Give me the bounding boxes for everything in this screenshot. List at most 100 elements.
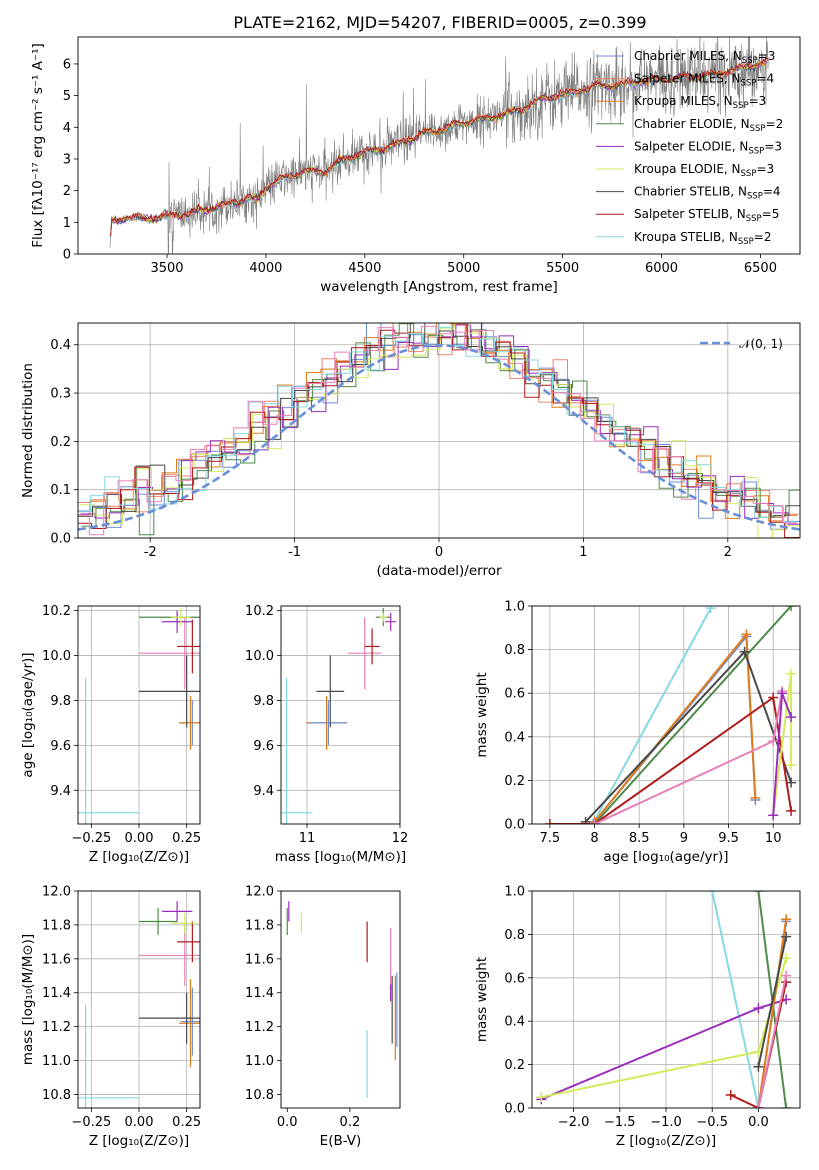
x-axis-label: mass [log₁₀(M/M⊙)] [275,849,406,865]
x-axis-label: Z [log₁₀(Z/Z⊙)] [89,849,189,865]
marker-kroupa_stelib [587,819,598,824]
series-pink [757,975,788,1108]
legend-label: Salpeter ELODIE, NSSP=3 [634,139,782,156]
point-salpeter_elodie [161,610,193,633]
x-tick-label: 2 [724,545,732,560]
panels: 3500 4000 4500 5000 5500 6000 65000123456wavel… [20,36,801,1149]
marker-kroupa_elodie [781,953,792,964]
y-tick-label: 0.2 [50,435,71,450]
gaussian-curve [78,343,800,531]
y-tick-label: 0.6 [504,971,525,986]
x-tick-label: 7.5 [540,831,561,846]
y-tick-label: 4 [63,121,71,136]
y-axis-label: mass weight [474,672,490,757]
x-axis-label: (data-model)/error [376,563,502,579]
x-tick-label: −2.0 [558,1115,590,1130]
axes-frame [531,605,801,825]
axes-frame [77,36,801,255]
y-tick-label: 11.0 [245,1054,274,1069]
y-tick-label: 0.0 [504,1102,525,1117]
series-salpeter_elodie [540,998,787,1101]
hist-chabrier_elodie [81,323,800,536]
y-tick-label: 10.0 [42,649,71,664]
x-axis-label: age [log₁₀(age/yr)] [603,849,728,865]
y-tick-label: 1.0 [504,600,525,615]
x-tick-label: 11 [299,831,316,846]
marker-kroupa_stelib [705,606,716,614]
y-tick-label: 11.8 [42,918,71,933]
y-tick-label: 0.0 [50,532,71,547]
y-tick-label: 9.6 [253,739,274,754]
legend: Chabrier MILES, NSSP=3 Salpeter MILES, NS… [596,49,783,247]
y-tick-label: 9.4 [253,784,274,799]
panel-weight_vs_age: 7.5 8 8.5 9 9.5 10 0.0 0.2 0.4 0.6 0.8 1.0 age [log₁… [474,600,801,865]
x-tick-label: 4000 [249,261,282,276]
y-tick-label: 10.2 [245,604,274,619]
y-tick-label: 10.0 [245,649,274,664]
legend-label: Salpeter MILES, NSSP=4 [634,72,774,89]
hist-kroupa_elodie [79,323,800,538]
marker-pink [589,819,600,824]
y-axis-label: mass [log₁₀(M/M⊙)] [20,934,36,1065]
point-salpeter_elodie [161,901,193,922]
marker-kroupa_miles [750,792,761,803]
y-tick-label: 9.8 [253,694,274,709]
hist-salpeter_elodie [80,324,800,525]
point-salpeter_stelib [177,619,200,674]
x-axis-label: E(B-V) [320,1133,362,1149]
marker-salpeter_stelib [786,805,797,816]
y-tick-label: 10.8 [42,1088,71,1103]
axes-frame [280,605,401,825]
x-tick-label: 5500 [546,261,579,276]
point-kroupa_elodie [379,612,387,622]
x-tick-label: 5000 [447,261,480,276]
point-chabrier_miles [309,700,348,746]
point-kroupa_stelib [281,677,313,824]
point-chabrier_stelib [139,992,200,1044]
panel-residuals: -2 -1 0 1 2 0.0 0.1 0.2 0.3 0.4 (data-model)/error… [20,322,801,579]
series-chabrier_elodie [593,606,792,824]
marker-kroupa_elodie [786,668,797,679]
series-kroupa_elodie [540,958,788,1099]
panel-spectrum: 3500 4000 4500 5000 5500 6000 6500 0 1 2 3 4 5 6 wavel… [30,36,801,295]
y-tick-label: 0.4 [504,1015,525,1030]
point-salpeter_elodie [385,612,397,631]
legend-label: Chabrier MILES, NSSP=3 [634,49,775,66]
x-tick-label: 3500 [150,261,183,276]
x-tick-label: -1 [288,545,301,560]
plot-area [286,901,398,1098]
y-tick-label: 2 [63,184,71,199]
marker-salpeter_elodie [768,810,779,821]
y-tick-label: 11.8 [245,918,274,933]
panel-age_vs_Z: −0.25 0.00 0.25 9.4 9.6 9.8 10.0 10.2 Z [log₁₀(Z… [20,604,201,865]
y-axis-label: Normed distribution [20,363,36,498]
point-pink [139,924,200,986]
y-tick-label: 6 [63,57,71,72]
x-axis-label: Z [log₁₀(Z/Z⊙)] [89,1133,189,1149]
y-tick-label: 11.0 [42,1054,71,1069]
marker-salpeter_elodie [753,1003,764,1014]
marker-chabrier_elodie [781,1103,792,1108]
x-axis-label: Z [log₁₀(Z/Z⊙)] [616,1133,716,1149]
y-tick-label: 5 [63,89,71,104]
plot-area [78,901,200,1108]
x-axis-label: wavelength [Angstrom, rest frame] [320,279,558,295]
y-tick-label: 0.2 [504,1058,525,1073]
y-tick-label: 0.8 [504,928,525,943]
plot-area [281,608,397,824]
point-kroupa_stelib [78,677,139,824]
marker-chabrier_stelib [781,931,792,942]
axes-frame [280,890,401,1109]
series-salpeter_stelib [549,695,793,824]
y-tick-label: 0.1 [50,483,71,498]
point-pink [139,617,200,690]
point-kroupa_elodie [171,913,199,934]
series-chabrier_miles [593,633,757,823]
data-spectrum [109,37,769,254]
marker-salpeter_stelib [725,1089,736,1100]
x-tick-label: 0 [435,545,443,560]
x-tick-label: 0.00 [125,1115,154,1130]
marker-chabrier_stelib [580,816,591,824]
point-pink [347,617,382,690]
y-tick-label: 11.4 [42,986,71,1001]
